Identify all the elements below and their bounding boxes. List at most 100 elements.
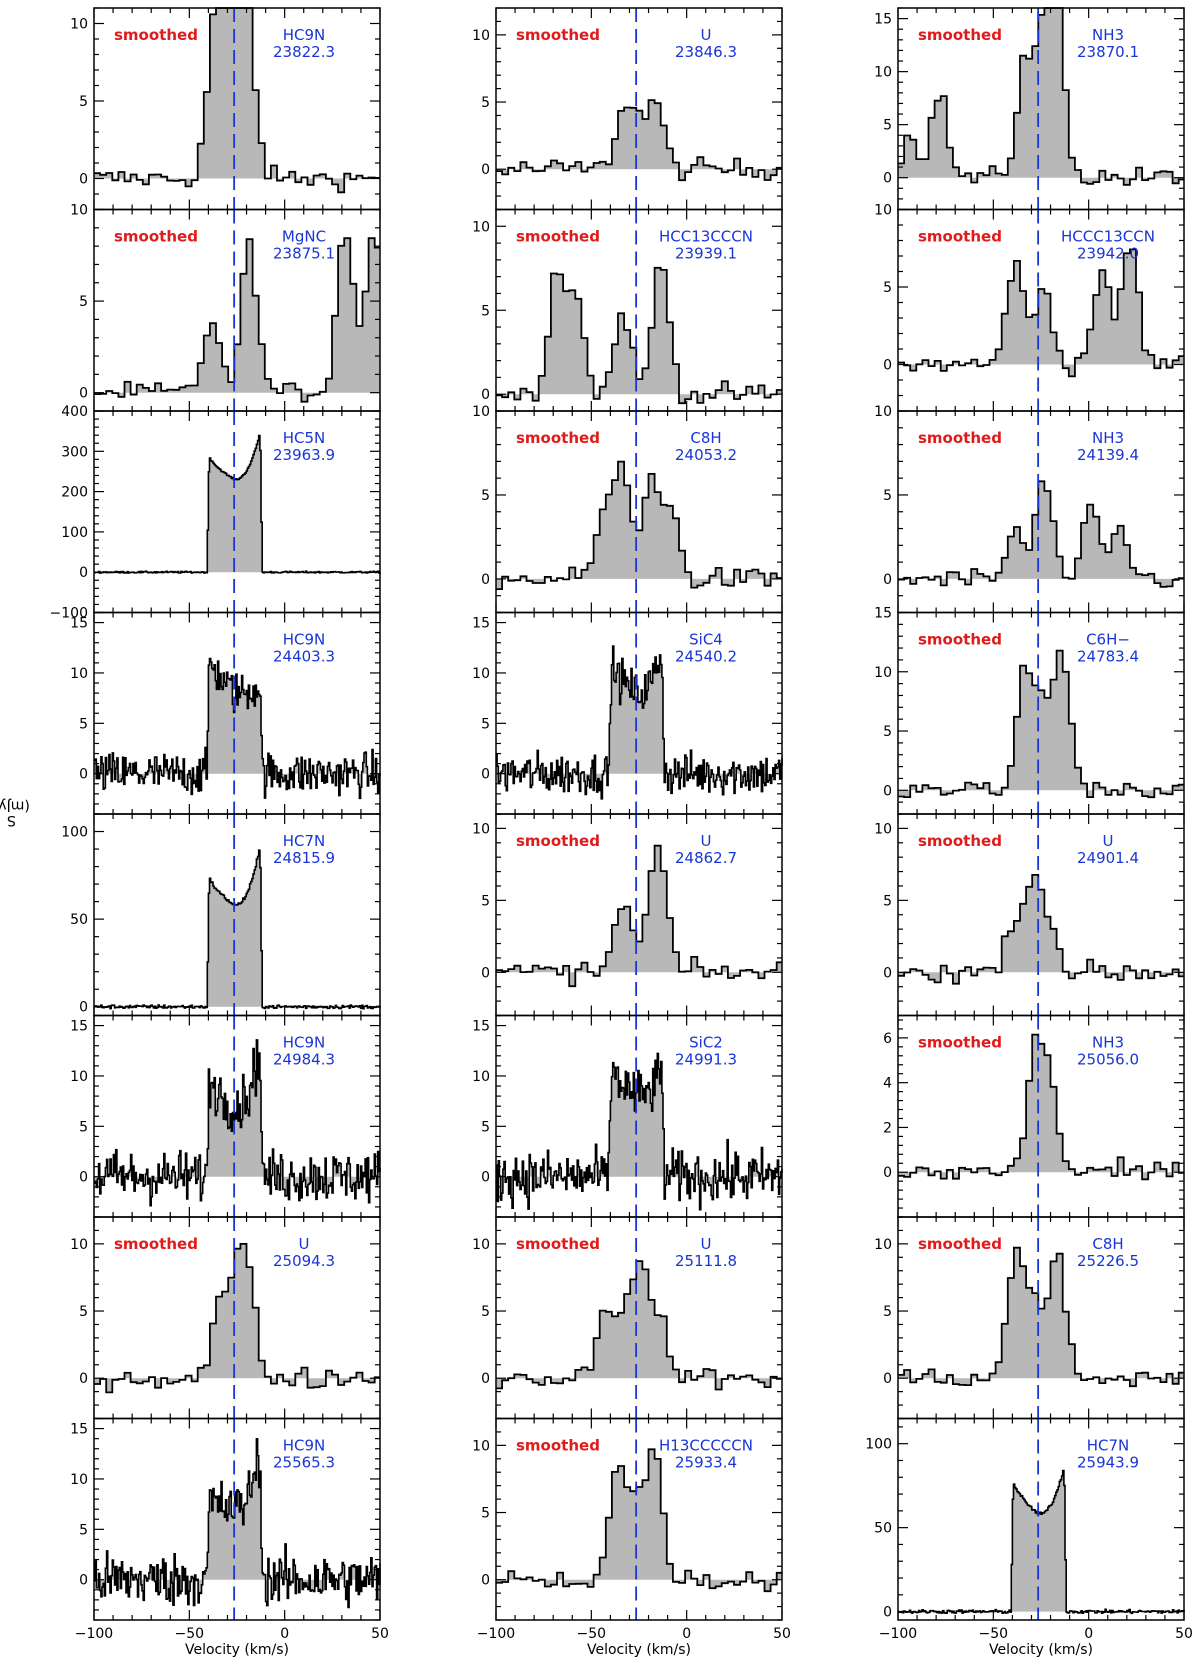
y-tick-label: 5 — [481, 303, 490, 319]
y-tick-label: 10 — [874, 1237, 892, 1253]
y-tick-label: 5 — [481, 1119, 490, 1135]
smoothed-label: smoothed — [516, 1437, 600, 1455]
y-tick-label: 5 — [481, 1304, 490, 1320]
frequency-label: 24053.2 — [675, 446, 737, 464]
spectrum-line — [496, 645, 783, 800]
y-tick-label: 0 — [883, 1371, 892, 1387]
spectrum-line — [898, 874, 1184, 985]
frequency-label: 23939.1 — [675, 245, 737, 263]
smoothed-label: smoothed — [918, 1034, 1002, 1052]
frequency-label: 24403.3 — [273, 648, 335, 666]
frequency-label: 24815.9 — [273, 849, 335, 867]
spectrum-fill — [898, 249, 1184, 377]
spectrum-fill — [496, 1261, 782, 1390]
spectrum-fill — [898, 8, 1184, 185]
y-tick-label: 10 — [472, 1438, 490, 1454]
spectrum-line — [496, 844, 782, 988]
spectrum-line — [94, 849, 381, 1010]
frequency-label: 24991.3 — [675, 1051, 737, 1069]
x-tick-label: −50 — [577, 1626, 607, 1642]
spectrum-line — [496, 1260, 782, 1391]
y-tick-label: 10 — [70, 203, 88, 219]
y-tick-label: 0 — [481, 965, 490, 981]
y-tick-label: 0 — [481, 1170, 490, 1186]
x-tick-label: 0 — [682, 1626, 691, 1642]
y-tick-label: 5 — [79, 1304, 88, 1320]
frequency-label: 23846.3 — [675, 43, 737, 61]
y-tick-label: 300 — [61, 444, 88, 460]
spectrum-fill — [94, 435, 380, 574]
smoothed-label: smoothed — [918, 429, 1002, 447]
spectrum-fill — [898, 1034, 1184, 1180]
species-label: SiC4 — [689, 631, 723, 649]
y-tick-label: 0 — [883, 572, 892, 588]
x-axis-label: Velocity (km/s) — [989, 1642, 1093, 1658]
species-label: NH3 — [1092, 1034, 1124, 1052]
spectrum-line — [94, 1438, 381, 1609]
frequency-label: 25111.8 — [675, 1252, 737, 1270]
frequency-label: 25056.0 — [1077, 1051, 1139, 1069]
spectrum-line — [496, 1052, 783, 1211]
y-tick-label: 6 — [883, 1031, 892, 1047]
smoothed-label: smoothed — [516, 429, 600, 447]
y-tick-label: 5 — [883, 893, 892, 909]
y-tick-label: 5 — [79, 716, 88, 732]
frequency-label: 23875.1 — [273, 245, 335, 263]
smoothed-label: smoothed — [918, 228, 1002, 246]
species-label: NH3 — [1092, 429, 1124, 447]
x-tick-label: −100 — [75, 1626, 113, 1642]
spectrum-line — [898, 1246, 1184, 1388]
spectrum-fill — [94, 1243, 380, 1393]
spectrum-panel-c2r3: 0 5 10 15 smoothed C6H−24783.4 — [874, 606, 1185, 815]
frequency-label: 25933.4 — [675, 1454, 737, 1472]
spectrum-line — [496, 99, 782, 182]
y-tick-label: 15 — [70, 1422, 88, 1438]
x-tick-label: 50 — [773, 1626, 791, 1642]
y-tick-label: 0 — [79, 565, 88, 581]
x-tick-label: 50 — [371, 1626, 389, 1642]
species-label: U — [701, 832, 712, 850]
spectrum-line — [496, 1448, 782, 1593]
y-tick-label: 5 — [481, 893, 490, 909]
species-label: U — [701, 1235, 712, 1253]
species-label: C8H — [690, 429, 721, 447]
y-tick-label: 0 — [481, 572, 490, 588]
spectrum-line — [496, 266, 782, 405]
x-tick-label: −100 — [477, 1626, 515, 1642]
y-tick-label: 15 — [472, 616, 490, 632]
spectrum-line — [496, 460, 782, 590]
species-label: SiC2 — [689, 1034, 723, 1052]
y-tick-label: 100 — [865, 1437, 892, 1453]
spectrum-fill — [94, 850, 380, 1009]
spectrum-fill — [94, 238, 380, 402]
x-tick-label: 50 — [1175, 1626, 1193, 1642]
y-tick-label: 10 — [472, 666, 490, 682]
smoothed-label: smoothed — [918, 832, 1002, 850]
frequency-label: 25226.5 — [1077, 1252, 1139, 1270]
smoothed-label: smoothed — [918, 631, 1002, 649]
spectrum-fill — [898, 1470, 1184, 1614]
y-tick-label: 0 — [481, 1573, 490, 1589]
panel-frame — [495, 1417, 783, 1621]
x-tick-label: −100 — [879, 1626, 917, 1642]
panel-frame — [897, 1417, 1185, 1621]
smoothed-label: smoothed — [516, 26, 600, 44]
frequency-label: 25565.3 — [273, 1454, 335, 1472]
y-tick-label: 0 — [481, 1371, 490, 1387]
y-tick-label: 0 — [79, 172, 88, 188]
species-label: C8H — [1092, 1235, 1123, 1253]
y-tick-label: 0 — [883, 965, 892, 981]
y-tick-label: 5 — [883, 724, 892, 740]
